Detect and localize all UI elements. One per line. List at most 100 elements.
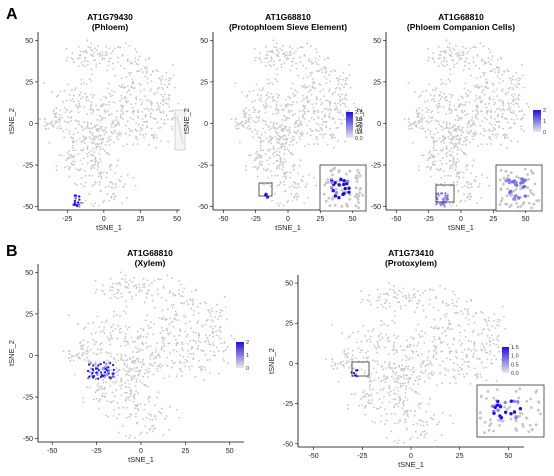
inset-cell-point	[501, 182, 505, 186]
cell-point	[307, 196, 310, 199]
inset-expressing-cell	[504, 179, 508, 183]
cell-point	[480, 143, 483, 146]
cell-point	[99, 343, 101, 346]
cell-point	[148, 327, 151, 330]
cell-point	[390, 412, 393, 415]
cell-point	[89, 46, 92, 49]
cell-point	[99, 352, 102, 354]
cell-point	[419, 378, 421, 380]
cell-point	[212, 335, 214, 338]
cell-point	[448, 322, 451, 324]
cell-point	[160, 412, 163, 414]
cell-point	[471, 124, 473, 127]
cell-point	[285, 58, 288, 61]
cell-point	[391, 369, 394, 372]
cell-point	[90, 42, 92, 45]
cell-point	[277, 109, 280, 111]
cell-point	[127, 343, 129, 345]
cell-point	[58, 154, 61, 157]
cell-point	[114, 395, 116, 397]
cell-point	[429, 150, 431, 153]
cell-point	[132, 396, 135, 398]
cell-point	[181, 291, 184, 293]
cell-point	[132, 143, 135, 146]
cell-point	[501, 112, 504, 115]
cell-point	[284, 135, 287, 137]
cell-point	[295, 187, 298, 189]
cell-point	[265, 169, 268, 172]
cell-point	[74, 127, 77, 130]
cell-point	[447, 369, 450, 372]
cell-point	[94, 360, 97, 363]
cell-point	[63, 107, 66, 109]
cell-point	[494, 327, 497, 330]
legend-tick-label: 1.0	[511, 354, 519, 360]
inset-expressing-cell	[518, 407, 523, 411]
cell-point	[273, 46, 276, 48]
cell-point	[190, 347, 193, 350]
cell-point	[506, 134, 508, 136]
cell-point	[150, 88, 153, 91]
cell-point	[507, 102, 509, 105]
inset-cell-point	[345, 172, 348, 176]
cell-point	[518, 110, 521, 113]
cell-point	[211, 330, 214, 333]
cell-point	[433, 133, 436, 136]
cell-point	[127, 386, 130, 389]
cell-point	[340, 122, 342, 124]
cell-point	[144, 319, 147, 322]
cell-point	[66, 152, 69, 155]
cell-point	[147, 385, 149, 388]
cell-point	[89, 131, 92, 134]
cell-point	[491, 82, 494, 85]
inset-cell-point	[357, 171, 361, 175]
plot-panel-3: AT1G68810(Xylem)-50 -25 0 25 50-50-2502550tS…	[7, 248, 249, 464]
cell-point	[321, 111, 323, 113]
cell-point	[273, 99, 276, 102]
cell-point	[455, 162, 457, 165]
cell-point	[303, 107, 306, 110]
cell-point	[313, 118, 315, 121]
cell-point	[210, 326, 212, 328]
cell-point	[171, 320, 174, 323]
cell-point	[490, 111, 492, 113]
cell-point	[181, 341, 183, 344]
cell-point	[177, 342, 179, 344]
cell-point	[507, 121, 509, 124]
cell-point	[401, 364, 403, 366]
cell-point	[397, 364, 400, 367]
cell-point	[150, 102, 153, 104]
x-tick-label: 50	[349, 216, 357, 223]
cell-point	[388, 384, 391, 387]
cell-point	[254, 157, 257, 160]
cell-point	[45, 124, 48, 127]
inset-expressing-cell	[339, 177, 343, 182]
cell-point	[55, 169, 58, 172]
cell-point	[243, 109, 245, 111]
cell-point	[276, 93, 278, 96]
x-tick-label: -25	[62, 216, 72, 223]
cell-point	[52, 110, 55, 113]
cell-point	[435, 384, 438, 387]
cell-point	[379, 388, 382, 391]
cell-point	[209, 312, 211, 314]
panel-letter-b: B	[6, 243, 18, 260]
cell-point	[463, 140, 465, 143]
cell-point	[192, 314, 195, 316]
cell-point	[380, 415, 383, 417]
cell-point	[426, 423, 429, 426]
cell-point	[429, 175, 432, 178]
cell-point	[399, 397, 402, 400]
cell-point	[223, 295, 226, 298]
cell-point	[316, 130, 318, 132]
cell-point	[117, 46, 120, 48]
cell-point	[345, 353, 347, 355]
cell-point	[253, 159, 256, 162]
cell-point	[83, 185, 86, 188]
cell-point	[458, 118, 461, 121]
cell-point	[146, 333, 149, 335]
cell-point	[136, 407, 139, 410]
cell-point	[462, 51, 465, 53]
cell-point	[153, 279, 156, 282]
cell-point	[499, 143, 502, 146]
